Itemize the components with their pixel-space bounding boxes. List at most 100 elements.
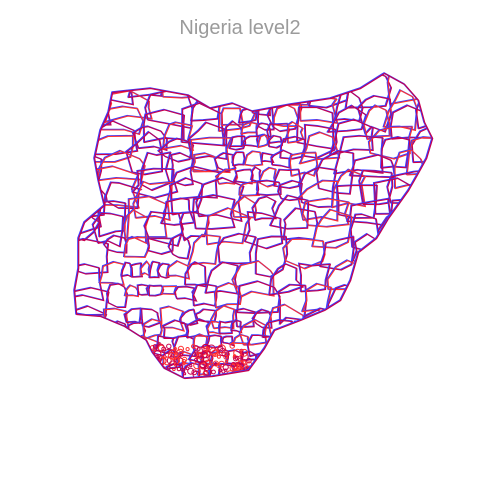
region-boundary-b: [259, 381, 278, 397]
region-boundary-b: [408, 263, 439, 293]
region-boundary-b: [123, 336, 161, 365]
region-boundary-a: [424, 70, 461, 98]
region-boundary-a: [435, 380, 474, 414]
region-boundary-a: [311, 320, 349, 352]
region-boundary-b: [286, 349, 318, 389]
region-boundary-a: [69, 361, 110, 394]
region-boundary-b: [424, 71, 461, 99]
region-boundary-b: [364, 334, 398, 369]
region-boundary-b: [400, 380, 436, 414]
region-boundary-a: [426, 148, 453, 180]
region-boundary-b: [328, 362, 368, 391]
region-boundary-a: [67, 170, 97, 198]
region-boundary-b: [416, 94, 460, 130]
delta-boundary: [167, 344, 171, 348]
region-boundary-b: [68, 125, 99, 154]
region-boundary-a: [300, 308, 347, 344]
region-boundary-b: [410, 309, 442, 342]
region-boundary-a: [412, 182, 454, 216]
region-boundary-b: [135, 351, 164, 377]
region-boundary-b: [192, 382, 214, 402]
region-boundary-b: [379, 308, 413, 347]
region-boundary-b: [189, 235, 221, 265]
region-boundary-b: [417, 335, 455, 375]
region-boundary-a: [417, 353, 451, 380]
region-boundary-a: [327, 333, 369, 360]
region-boundary-a: [94, 331, 129, 367]
delta-boundary: [217, 355, 220, 358]
region-boundary-a: [233, 381, 259, 401]
region-boundary-a: [368, 377, 400, 418]
region-boundary-a: [218, 233, 256, 263]
region-boundary-a: [393, 332, 422, 372]
region-boundary-b: [242, 366, 268, 386]
delta-boundary: [197, 348, 200, 351]
region-boundary-b: [356, 352, 384, 384]
region-boundary-b: [146, 90, 193, 128]
region-boundary-a: [327, 361, 367, 390]
region-boundary-b: [273, 335, 295, 353]
region-boundary-a: [92, 349, 139, 385]
region-boundary-b: [311, 351, 360, 387]
region-boundary-a: [396, 363, 434, 395]
region-boundary-b: [193, 69, 241, 103]
region-boundary-b: [433, 169, 474, 203]
region-boundary-a: [64, 322, 108, 354]
region-boundary-b: [397, 364, 435, 396]
region-boundary-b: [93, 349, 140, 385]
region-boundary-a: [70, 382, 105, 408]
delta-boundary: [160, 371, 165, 376]
region-boundary-a: [352, 285, 392, 310]
region-boundary-b: [171, 381, 193, 397]
region-boundary-a: [234, 74, 277, 95]
region-boundary-a: [132, 381, 173, 414]
region-boundary-b: [378, 239, 427, 270]
region-boundary-a: [286, 321, 317, 349]
region-boundary-a: [416, 335, 454, 375]
region-boundary-b: [339, 377, 374, 413]
region-boundary-b: [312, 321, 350, 353]
region-boundary-a: [170, 380, 192, 396]
region-boundary-b: [213, 379, 235, 396]
region-boundary-a: [378, 307, 412, 346]
region-boundary-a: [385, 284, 432, 313]
region-boundary-b: [66, 332, 93, 373]
region-boundary-a: [345, 69, 390, 107]
region-boundary-a: [64, 96, 110, 125]
region-boundary-b: [368, 362, 398, 398]
region-boundary-a: [188, 234, 220, 264]
region-boundary-b: [428, 283, 476, 320]
region-boundary-b: [388, 200, 428, 231]
region-boundary-a: [363, 334, 397, 369]
region-boundary-a: [345, 306, 380, 340]
delta-boundary: [186, 367, 189, 370]
region-boundary-b: [353, 285, 393, 310]
region-boundary-a: [399, 379, 435, 413]
region-boundary-b: [270, 68, 311, 105]
region-boundary-a: [367, 362, 397, 398]
region-boundary-b: [71, 382, 106, 408]
region-boundary-a: [297, 338, 329, 372]
region-boundary-b: [436, 381, 475, 415]
region-boundary-a: [283, 208, 317, 239]
delta-boundary: [151, 362, 154, 365]
region-boundary-a: [265, 362, 287, 388]
region-boundary-a: [285, 348, 317, 388]
region-boundary-b: [373, 324, 416, 355]
region-boundary-b: [133, 382, 174, 415]
region-boundary-b: [346, 70, 391, 108]
region-boundary-a: [311, 351, 360, 387]
region-boundary-a: [338, 377, 373, 413]
region-boundary-a: [427, 359, 473, 396]
region-boundary-b: [424, 233, 462, 273]
region-boundary-a: [272, 335, 294, 353]
region-boundary-b: [68, 354, 93, 388]
region-boundary-b: [428, 196, 475, 238]
region-boundary-b: [139, 364, 169, 398]
region-boundary-b: [69, 362, 110, 395]
region-boundary-b: [309, 71, 349, 108]
region-boundary-a: [273, 169, 300, 188]
region-boundary-b: [101, 382, 139, 410]
region-boundary-b: [428, 360, 474, 397]
region-boundary-b: [298, 338, 330, 372]
